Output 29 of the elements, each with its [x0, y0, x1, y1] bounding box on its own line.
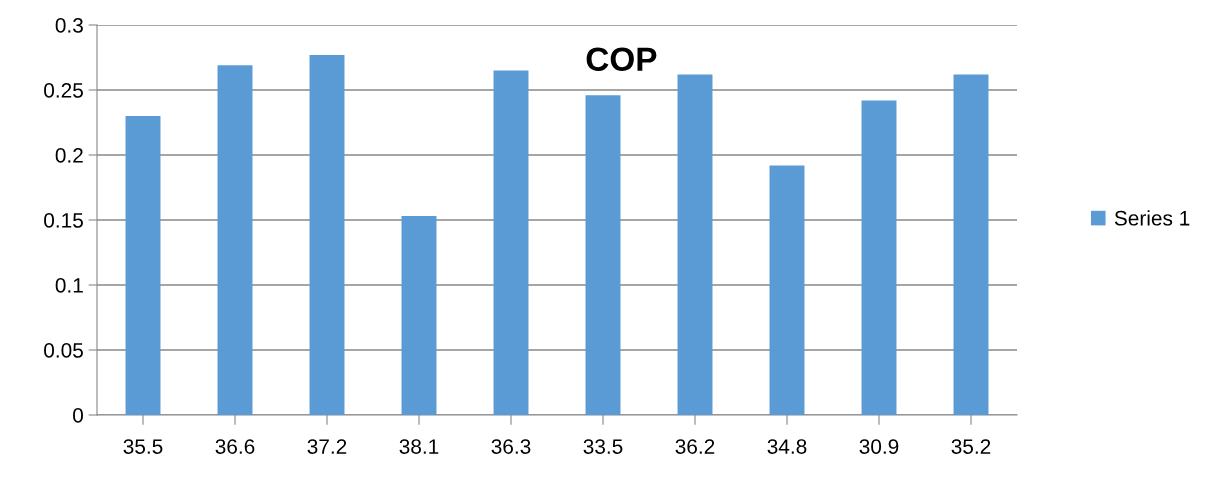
y-tick-label: 0.3: [55, 18, 83, 33]
y-tick-label: 0.1: [55, 278, 83, 293]
bar: [217, 65, 253, 415]
bar: [125, 116, 161, 415]
x-tick-label: 36.2: [675, 439, 715, 454]
bar: [585, 95, 621, 415]
y-tick-label: 0.15: [44, 213, 83, 228]
x-tick-label: 38.1: [399, 439, 439, 454]
x-tick-label: 35.2: [951, 439, 991, 454]
text: COP: [586, 47, 657, 71]
x-tick-label: 34.8: [767, 439, 807, 454]
bar: [769, 165, 805, 415]
bar: [401, 216, 437, 415]
legend-label: Series 1: [1114, 210, 1190, 226]
y-tick-label: 0.2: [55, 148, 83, 163]
x-tick-label: 30.9: [859, 439, 899, 454]
x-tick-label: 35.5: [123, 439, 163, 454]
x-tick-label: 33.5: [583, 439, 623, 454]
y-tick-label: 0.25: [44, 83, 83, 98]
bar: [493, 70, 529, 415]
y-tick-label: 0: [73, 408, 83, 423]
x-tick-label: 37.2: [307, 439, 347, 454]
y-tick-label: 0.05: [44, 343, 83, 358]
bar: [953, 74, 989, 415]
bar: [677, 74, 713, 415]
bar: [309, 54, 345, 415]
bar: [861, 100, 897, 415]
x-tick-label: 36.3: [491, 439, 531, 454]
x-tick-label: 36.6: [215, 439, 255, 454]
